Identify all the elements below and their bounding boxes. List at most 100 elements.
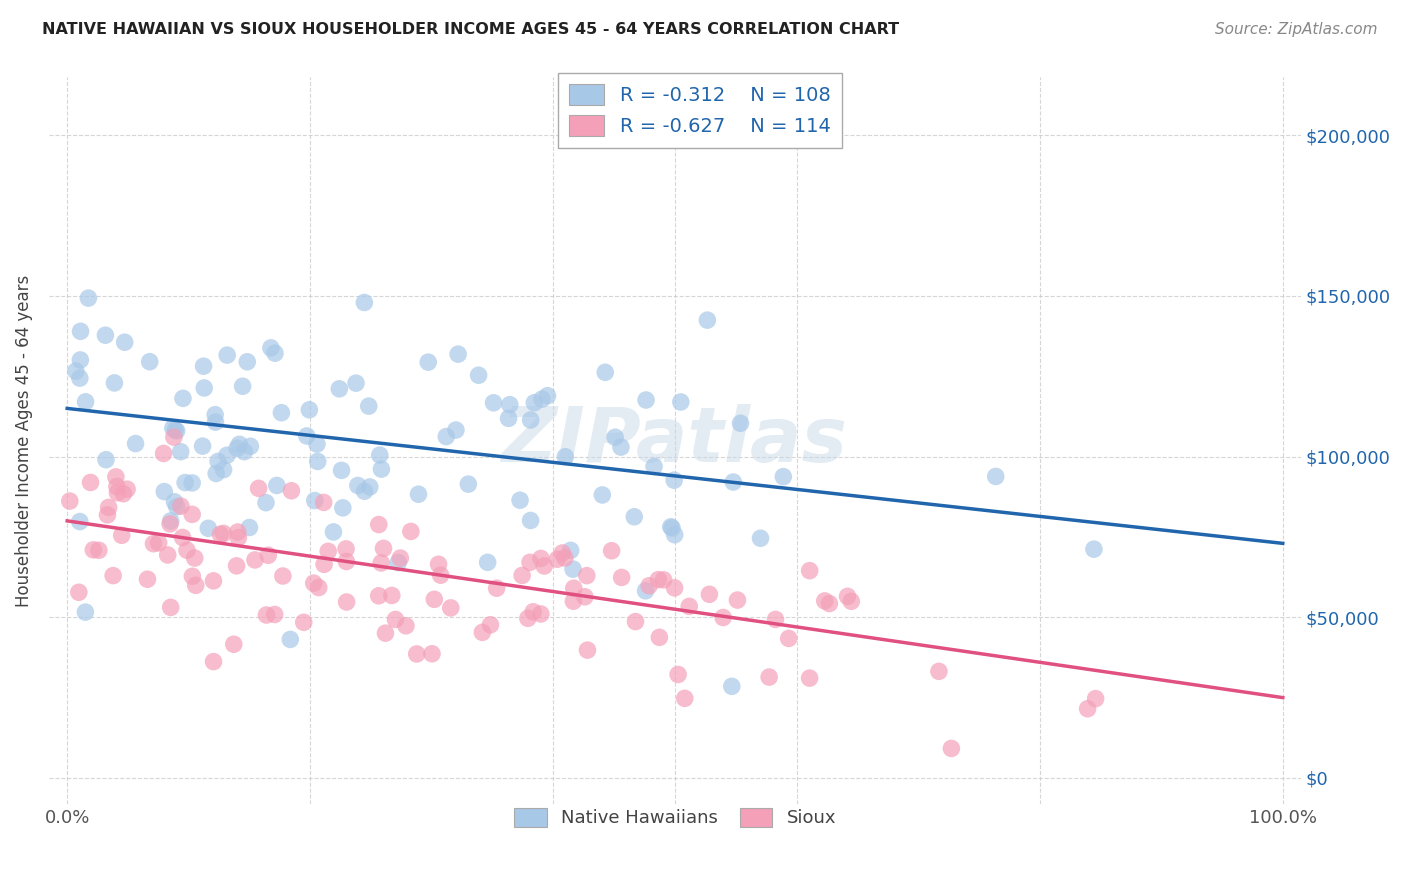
Point <box>174 475 197 490</box>
Point <box>298 402 321 417</box>
Point <box>818 597 841 611</box>
Point <box>562 594 585 608</box>
Point <box>519 513 541 527</box>
Point <box>136 572 159 586</box>
Point <box>418 355 440 369</box>
Point <box>471 625 494 640</box>
Point <box>551 546 574 560</box>
Point <box>82 542 104 557</box>
Point <box>166 424 188 438</box>
Point <box>554 550 576 565</box>
Point <box>295 429 318 443</box>
Point <box>519 555 541 569</box>
Point <box>308 581 330 595</box>
Point <box>75 394 97 409</box>
Point <box>111 528 134 542</box>
Point <box>523 396 546 410</box>
Point <box>799 564 821 578</box>
Point <box>395 619 418 633</box>
Point <box>115 482 138 496</box>
Point <box>444 423 467 437</box>
Point <box>477 555 499 569</box>
Point <box>67 585 90 599</box>
Point <box>163 495 186 509</box>
Point <box>479 617 502 632</box>
Point <box>183 551 205 566</box>
Point <box>232 379 254 393</box>
Point <box>330 463 353 477</box>
Point <box>239 439 262 453</box>
Point <box>280 483 302 498</box>
Point <box>839 594 862 608</box>
Point <box>307 454 329 468</box>
Point <box>720 679 742 693</box>
Point <box>778 632 800 646</box>
Point <box>142 537 165 551</box>
Point <box>312 495 335 509</box>
Point <box>94 452 117 467</box>
Point <box>69 324 91 338</box>
Point <box>749 531 772 545</box>
Point <box>292 615 315 630</box>
Point <box>405 647 427 661</box>
Point <box>172 392 194 406</box>
Point <box>316 544 339 558</box>
Text: ZIPatlas: ZIPatlas <box>502 403 848 477</box>
Point <box>699 587 721 601</box>
Legend: Native Hawaiians, Sioux: Native Hawaiians, Sioux <box>506 801 844 835</box>
Point <box>176 543 198 558</box>
Point <box>574 590 596 604</box>
Point <box>328 382 350 396</box>
Point <box>226 524 249 539</box>
Point <box>228 437 250 451</box>
Point <box>233 444 256 458</box>
Point <box>305 437 328 451</box>
Point <box>408 487 430 501</box>
Point <box>664 527 686 541</box>
Point <box>159 600 181 615</box>
Point <box>1077 702 1099 716</box>
Point <box>353 484 375 499</box>
Point <box>678 599 700 614</box>
Point <box>254 607 277 622</box>
Point <box>562 581 585 595</box>
Point <box>278 632 301 647</box>
Point <box>69 515 91 529</box>
Point <box>96 508 118 522</box>
Point <box>387 556 409 570</box>
Point <box>148 536 170 550</box>
Point <box>457 477 479 491</box>
Point <box>562 562 585 576</box>
Point <box>270 406 292 420</box>
Point <box>510 568 533 582</box>
Point <box>114 335 136 350</box>
Point <box>576 643 599 657</box>
Point <box>659 520 682 534</box>
Point <box>941 741 963 756</box>
Point <box>94 328 117 343</box>
Point <box>204 415 226 429</box>
Point <box>59 494 82 508</box>
Point <box>263 607 285 622</box>
Point <box>661 521 683 535</box>
Point <box>669 395 692 409</box>
Point <box>370 556 392 570</box>
Point <box>536 389 558 403</box>
Point <box>101 568 124 582</box>
Point <box>389 551 412 566</box>
Point <box>124 436 146 450</box>
Point <box>170 499 193 513</box>
Point <box>765 612 787 626</box>
Point <box>257 549 280 563</box>
Point <box>610 440 633 454</box>
Point <box>605 430 627 444</box>
Point <box>727 593 749 607</box>
Point <box>181 475 204 490</box>
Point <box>107 485 129 500</box>
Point <box>499 398 522 412</box>
Point <box>533 559 555 574</box>
Point <box>434 429 457 443</box>
Point <box>837 590 859 604</box>
Point <box>560 543 582 558</box>
Point <box>723 475 745 489</box>
